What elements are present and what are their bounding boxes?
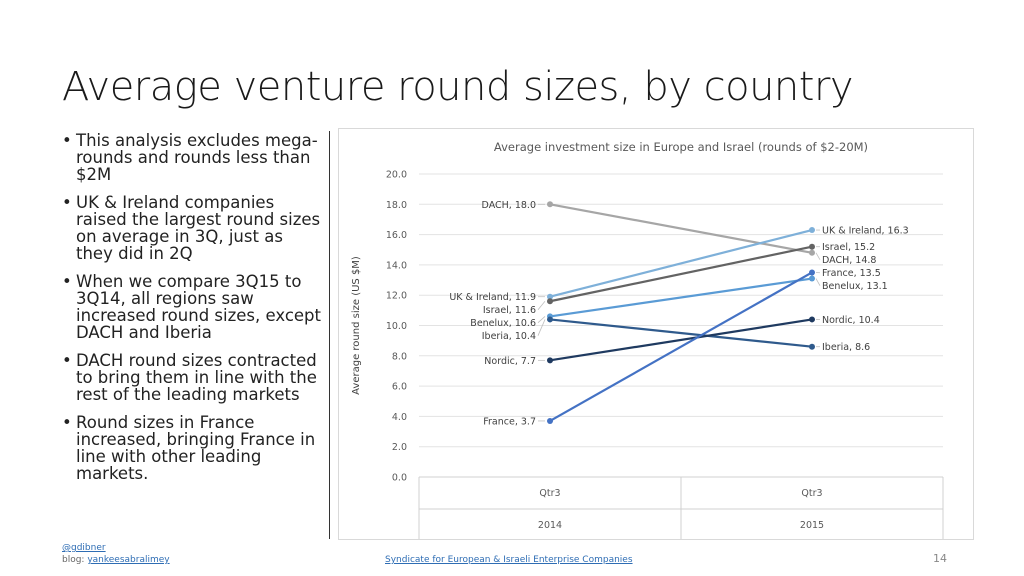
- bullet-item: When we compare 3Q15 to 3Q14, all region…: [62, 273, 324, 341]
- series-line: [549, 228, 813, 298]
- y-tick-label: 14.0: [386, 260, 407, 271]
- data-point: [547, 293, 553, 300]
- data-label: DACH, 18.0: [482, 200, 536, 211]
- y-tick-label: 10.0: [386, 321, 407, 332]
- syndicate-link[interactable]: Syndicate for European & Israeli Enterpr…: [385, 555, 633, 565]
- x-tick-label-year: 2015: [800, 520, 824, 531]
- y-tick-label: 8.0: [392, 351, 407, 362]
- slide-title: Average venture round sizes, by country: [62, 64, 854, 110]
- y-tick-label: 4.0: [392, 412, 407, 423]
- bullet-item: DACH round sizes contracted to bring the…: [62, 352, 324, 403]
- data-label-leader: [815, 278, 821, 286]
- y-tick-label: 16.0: [386, 230, 407, 241]
- bullet-item: This analysis excludes mega-rounds and r…: [62, 132, 324, 183]
- data-label: Israel, 11.6: [483, 305, 536, 316]
- line-chart: Average investment size in Europe and Is…: [351, 140, 944, 539]
- y-tick-label: 20.0: [386, 170, 407, 181]
- chart-container: Average investment size in Europe and Is…: [338, 128, 974, 540]
- data-label: DACH, 14.8: [822, 255, 876, 266]
- data-label: Benelux, 13.1: [822, 281, 888, 292]
- y-tick-label: 2.0: [392, 442, 407, 453]
- data-label: UK & Ireland, 16.3: [822, 226, 909, 237]
- series-line: [549, 245, 813, 303]
- data-point: [809, 275, 815, 282]
- data-point: [547, 357, 553, 364]
- data-label: France, 3.7: [483, 416, 536, 427]
- bullet-item: UK & Ireland companies raised the larges…: [62, 194, 324, 262]
- bullet-item: Round sizes in France increased, bringin…: [62, 414, 324, 482]
- data-label: Israel, 15.2: [822, 242, 875, 253]
- series-line: [549, 277, 813, 318]
- data-point: [809, 227, 815, 234]
- data-point: [809, 343, 815, 350]
- data-point: [547, 316, 553, 323]
- data-point: [809, 243, 815, 250]
- data-point: [547, 417, 553, 424]
- data-label-leader: [537, 301, 546, 310]
- x-tick-label-quarter: Qtr3: [539, 488, 560, 499]
- data-label-leader: [815, 252, 821, 260]
- y-tick-label: 6.0: [392, 382, 407, 393]
- data-label: Benelux, 10.6: [470, 318, 536, 329]
- blog-footer: blog: yankeesabralimey: [62, 555, 170, 565]
- data-label: France, 13.5: [822, 268, 881, 279]
- chart-title: Average investment size in Europe and Is…: [494, 140, 868, 154]
- data-label: Nordic, 10.4: [822, 315, 880, 326]
- data-point: [809, 249, 815, 256]
- series-line: [549, 271, 813, 422]
- y-tick-label: 0.0: [392, 473, 407, 484]
- blog-link[interactable]: yankeesabralimey: [87, 555, 170, 565]
- y-tick-label: 18.0: [386, 200, 407, 211]
- data-point: [547, 201, 553, 208]
- vertical-divider: [329, 131, 330, 539]
- data-point: [547, 298, 553, 305]
- data-point: [809, 316, 815, 323]
- x-tick-label-year: 2014: [538, 520, 562, 531]
- data-label-leader: [537, 316, 546, 324]
- data-label: UK & Ireland, 11.9: [449, 292, 536, 303]
- data-label-leader: [537, 319, 546, 336]
- series-line: [549, 318, 813, 348]
- series-line: [549, 203, 813, 254]
- data-label: Nordic, 7.7: [484, 356, 536, 367]
- page-number: 14: [933, 552, 947, 565]
- series-line: [549, 318, 813, 362]
- data-point: [809, 269, 815, 276]
- twitter-handle-link[interactable]: @gdibner: [62, 543, 106, 553]
- blog-prefix: blog:: [62, 555, 88, 565]
- y-axis-label: Average round size (US $M): [351, 256, 362, 395]
- data-label: Iberia, 8.6: [822, 342, 870, 353]
- y-tick-label: 12.0: [386, 291, 407, 302]
- x-tick-label-quarter: Qtr3: [801, 488, 822, 499]
- bullet-list: This analysis excludes mega-rounds and r…: [62, 132, 324, 493]
- data-label: Iberia, 10.4: [482, 331, 536, 342]
